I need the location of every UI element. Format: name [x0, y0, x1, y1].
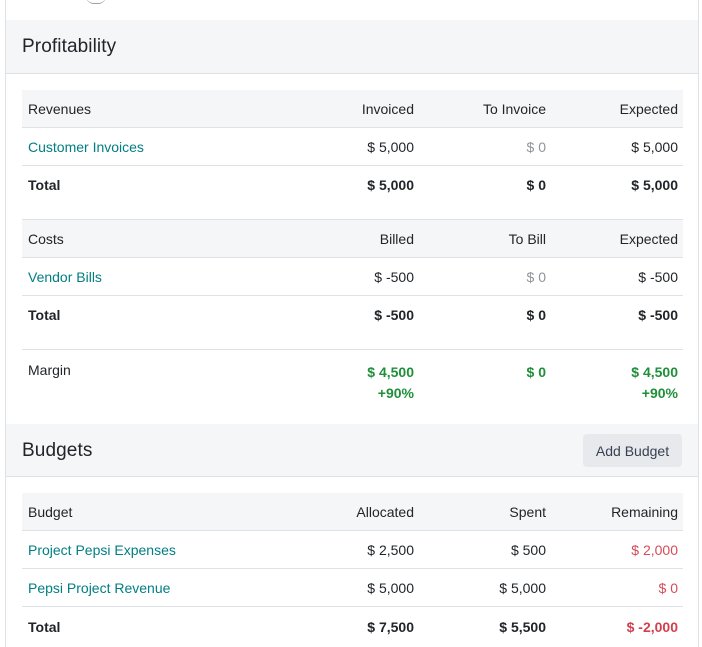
margin-expected: $ 4,500 +90% [631, 350, 678, 424]
spent-value: $ 5,000 [499, 579, 546, 596]
to-bill-value: $ 0 [526, 268, 546, 285]
total-allocated: $ 7,500 [367, 619, 414, 635]
total-label: Total [28, 307, 61, 323]
table-row: Customer Invoices $ 5,000 $ 0 $ 5,000 [22, 128, 683, 166]
total-to-invoice: $ 0 [526, 177, 546, 193]
margin-label: Margin [28, 362, 71, 378]
allocated-value: $ 2,500 [367, 541, 414, 558]
expected-value: $ -500 [638, 268, 678, 285]
budget-link-pepsi-expenses[interactable]: Project Pepsi Expenses [28, 541, 176, 558]
costs-total-row: Total $ -500 $ 0 $ -500 [22, 296, 683, 350]
margin-invoiced-percent: +90% [377, 385, 414, 401]
expected-col-label: Expected [619, 100, 678, 117]
invoiced-col-label: Invoiced [361, 100, 414, 117]
revenues-total-row: Total $ 5,000 $ 0 $ 5,000 [22, 166, 683, 220]
budgets-title: Budgets [22, 440, 93, 461]
billed-value: $ -500 [374, 268, 414, 285]
margin-to-invoice-amount: $ 0 [526, 364, 546, 380]
invoiced-value: $ 5,000 [367, 138, 414, 155]
allocated-col-label: Allocated [356, 503, 414, 520]
customer-invoices-link[interactable]: Customer Invoices [28, 138, 144, 155]
margin-to-invoice: $ 0 [527, 350, 546, 424]
budgets-total-row: Total $ 7,500 $ 5,500 $ -2,000 [22, 607, 683, 647]
billed-col-label: Billed [379, 230, 414, 247]
budget-link-pepsi-revenue[interactable]: Pepsi Project Revenue [28, 579, 171, 596]
total-expected: $ -500 [638, 307, 678, 323]
revenues-col-label: Revenues [28, 100, 92, 117]
to-invoice-value: $ 0 [526, 138, 546, 155]
costs-table: Costs Billed To Bill Expected Vendor Bil… [22, 220, 683, 424]
expected-value: $ 5,000 [631, 138, 678, 155]
total-expected: $ 5,000 [631, 177, 678, 193]
margin-expected-percent: +90% [641, 385, 678, 401]
margin-expected-amount: $ 4,500 [631, 364, 678, 380]
total-label: Total [28, 619, 61, 635]
revenues-table: Revenues Invoiced To Invoice Expected Cu… [22, 90, 683, 220]
costs-col-label: Costs [28, 230, 64, 247]
project-profitability-panel: Profitability Revenues Invoiced To Invoi… [5, 0, 699, 647]
top-edge [6, 0, 698, 20]
total-spent: $ 5,500 [499, 619, 546, 635]
table-row: Vendor Bills $ -500 $ 0 $ -500 [22, 258, 683, 296]
budget-col-label: Budget [28, 503, 73, 520]
table-row: Project Pepsi Expenses $ 2,500 $ 500 $ 2… [22, 531, 683, 569]
remaining-value: $ 2,000 [631, 541, 678, 558]
to-invoice-col-label: To Invoice [482, 100, 546, 117]
margin-invoiced-amount: $ 4,500 [367, 364, 414, 380]
expected-col-label: Expected [619, 230, 678, 247]
budgets-header: Budgets [6, 424, 698, 477]
profitability-header: Profitability [6, 20, 698, 74]
total-label: Total [28, 177, 61, 193]
table-row: Pepsi Project Revenue $ 5,000 $ 5,000 $ … [22, 569, 683, 607]
to-bill-col-label: To Bill [508, 230, 546, 247]
total-to-bill: $ 0 [526, 307, 546, 323]
spent-col-label: Spent [509, 503, 546, 520]
remaining-col-label: Remaining [611, 503, 678, 520]
total-billed: $ -500 [374, 307, 414, 323]
add-budget-button[interactable]: Add Budget [583, 434, 682, 467]
spent-value: $ 500 [510, 541, 546, 558]
budgets-table: Budget Allocated Spent Remaining Project… [22, 493, 683, 647]
margin-row: Margin $ 4,500 +90% $ 0 $ 4,500 +90% [22, 350, 683, 424]
budgets-header-row: Budget Allocated Spent Remaining [22, 493, 683, 531]
allocated-value: $ 5,000 [367, 579, 414, 596]
margin-invoiced: $ 4,500 +90% [367, 350, 414, 424]
revenues-header-row: Revenues Invoiced To Invoice Expected [22, 90, 683, 128]
costs-header-row: Costs Billed To Bill Expected [22, 220, 683, 258]
profitability-title: Profitability [22, 36, 117, 57]
total-invoiced: $ 5,000 [367, 177, 414, 193]
vendor-bills-link[interactable]: Vendor Bills [28, 268, 102, 285]
remaining-value: $ 0 [658, 579, 678, 596]
total-remaining: $ -2,000 [626, 619, 678, 635]
